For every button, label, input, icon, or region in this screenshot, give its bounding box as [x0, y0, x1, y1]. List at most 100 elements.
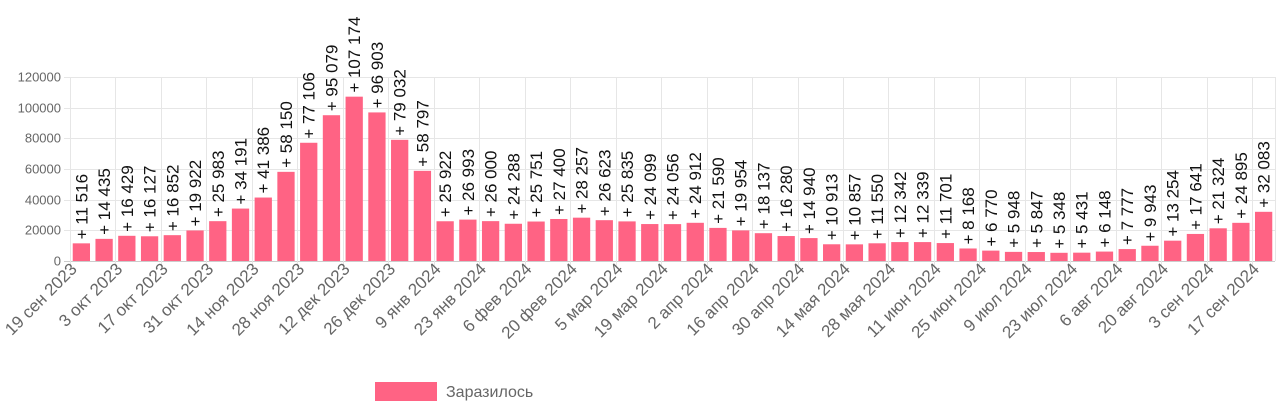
bar-value-label: + 58 150 — [277, 101, 296, 168]
bar-value-label: + 5 948 — [1005, 191, 1024, 248]
bar-value-label: + 14 435 — [95, 168, 114, 235]
bar-value-label: + 10 913 — [823, 174, 842, 241]
bar[interactable] — [641, 224, 659, 261]
bar-value-label: + 11 516 — [72, 174, 91, 239]
bar[interactable] — [459, 219, 477, 261]
bar[interactable] — [1232, 222, 1250, 261]
bar[interactable] — [413, 170, 432, 261]
bar-value-label: + 25 922 — [436, 151, 455, 218]
bar-value-label: + 12 342 — [891, 171, 910, 238]
bar[interactable] — [231, 208, 250, 261]
legend-label-infected[interactable]: Заразилось — [446, 384, 533, 401]
bar[interactable] — [436, 221, 454, 261]
bar[interactable] — [163, 235, 181, 261]
bar[interactable] — [345, 96, 363, 261]
bar-value-label: + 41 386 — [254, 127, 273, 194]
bar[interactable] — [777, 236, 795, 261]
bar[interactable] — [572, 217, 591, 261]
bar-value-labels: + 11 516 + 14 435 + 16 429 + 16 127 + 16 852… — [72, 17, 1273, 249]
y-tick-label: 100000 — [18, 101, 61, 116]
bar[interactable] — [595, 220, 613, 261]
bar[interactable] — [663, 224, 682, 261]
bar-value-label: + 25 983 — [209, 151, 228, 218]
bar[interactable] — [391, 139, 409, 261]
bar[interactable] — [936, 243, 954, 261]
bar-value-label: + 107 174 — [345, 17, 364, 93]
bar-value-label: + 21 324 — [1209, 158, 1228, 225]
bar[interactable] — [1186, 233, 1205, 261]
bar[interactable] — [140, 236, 159, 261]
bar-value-label: + 17 641 — [1186, 163, 1205, 230]
bar[interactable] — [277, 171, 295, 261]
bar[interactable] — [118, 235, 136, 261]
bar-value-label: + 11 550 — [868, 174, 887, 239]
bar[interactable] — [1141, 245, 1159, 261]
bar-value-label: + 24 056 — [664, 153, 683, 220]
bar[interactable] — [1254, 211, 1273, 261]
bar-value-label: + 25 835 — [618, 151, 637, 218]
bar[interactable] — [186, 230, 204, 261]
bar[interactable] — [1118, 249, 1136, 261]
bar[interactable] — [527, 221, 545, 261]
bar-value-label: + 13 254 — [1164, 170, 1183, 237]
bar[interactable] — [1050, 252, 1068, 261]
bar[interactable] — [254, 197, 272, 261]
bar[interactable] — [72, 243, 91, 261]
bar-value-label: + 24 895 — [1232, 152, 1251, 219]
bar-value-label: + 34 191 — [232, 138, 251, 205]
bar[interactable] — [982, 250, 1000, 261]
bar-value-label: + 16 429 — [118, 165, 137, 232]
bar[interactable] — [1027, 252, 1045, 261]
bar-value-label: + 21 590 — [709, 157, 728, 224]
bar[interactable] — [754, 233, 773, 261]
bar-value-label: + 26 000 — [482, 150, 501, 217]
bar-value-label: + 5 431 — [1073, 191, 1092, 248]
bar-value-label: + 12 339 — [914, 171, 933, 238]
bar[interactable] — [845, 244, 864, 261]
bar-value-label: + 24 912 — [686, 152, 705, 219]
bar[interactable] — [618, 221, 636, 261]
bar-value-label: + 14 940 — [800, 167, 819, 234]
bar[interactable] — [868, 243, 886, 261]
bar-value-label: + 10 857 — [845, 174, 864, 241]
bar-value-label: + 6 770 — [982, 189, 1001, 246]
bars — [72, 96, 1273, 262]
y-tick-label: 120000 — [18, 70, 61, 85]
bar[interactable] — [209, 221, 227, 261]
bar[interactable] — [300, 142, 318, 261]
bar[interactable] — [732, 230, 750, 261]
bar[interactable] — [1209, 228, 1227, 261]
bar-value-label: + 26 623 — [595, 150, 614, 217]
bar-value-label: + 79 032 — [391, 69, 410, 136]
bar[interactable] — [800, 238, 818, 261]
bar[interactable] — [913, 242, 932, 261]
bar-value-label: + 26 993 — [459, 149, 478, 216]
bar[interactable] — [481, 221, 500, 261]
y-tick-label: 40000 — [25, 193, 61, 208]
legend[interactable]: Заразилось — [375, 382, 533, 401]
bar[interactable] — [504, 223, 522, 261]
bar[interactable] — [368, 112, 386, 261]
bar-value-label: + 16 852 — [163, 165, 182, 232]
bar-value-label: + 6 148 — [1095, 190, 1114, 247]
bar[interactable] — [891, 242, 909, 261]
bar-value-label: + 19 922 — [186, 160, 205, 227]
bar[interactable] — [322, 115, 341, 262]
bar[interactable] — [95, 238, 113, 261]
bar[interactable] — [686, 222, 704, 261]
bar-value-label: + 27 400 — [550, 148, 569, 215]
bar[interactable] — [709, 227, 727, 261]
bar[interactable] — [959, 248, 977, 261]
bar-value-label: + 96 903 — [368, 42, 387, 109]
bar[interactable] — [1164, 240, 1182, 261]
bar[interactable] — [823, 244, 841, 261]
bar[interactable] — [1095, 251, 1114, 261]
bar[interactable] — [1073, 252, 1091, 261]
bar-value-label: + 24 288 — [504, 153, 523, 220]
bar[interactable] — [550, 218, 568, 261]
bar[interactable] — [1004, 251, 1023, 261]
bar-value-label: + 28 257 — [573, 147, 592, 214]
legend-swatch-infected[interactable] — [375, 382, 437, 401]
